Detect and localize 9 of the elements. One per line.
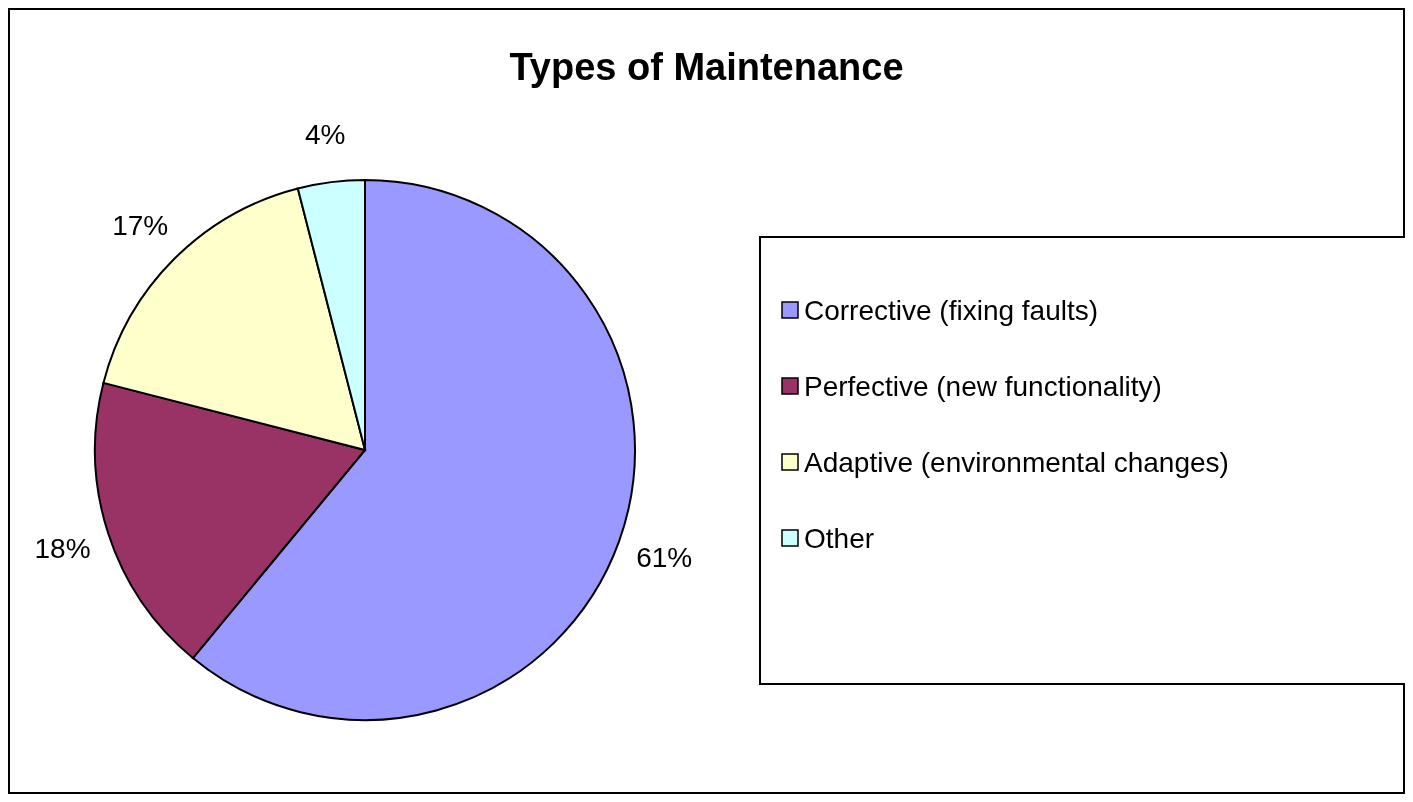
legend-label: Perfective (new functionality) bbox=[804, 370, 1162, 402]
data-label: 61% bbox=[636, 542, 693, 574]
legend-label: Adaptive (environmental changes) bbox=[804, 446, 1229, 478]
data-label: 4% bbox=[304, 119, 346, 151]
chart-title: Types of Maintenance bbox=[509, 46, 904, 88]
legend-label: Other bbox=[804, 522, 875, 554]
data-label: 17% bbox=[112, 209, 169, 241]
legend-label: Corrective (fixing faults) bbox=[804, 294, 1099, 326]
data-label: 18% bbox=[34, 532, 91, 564]
